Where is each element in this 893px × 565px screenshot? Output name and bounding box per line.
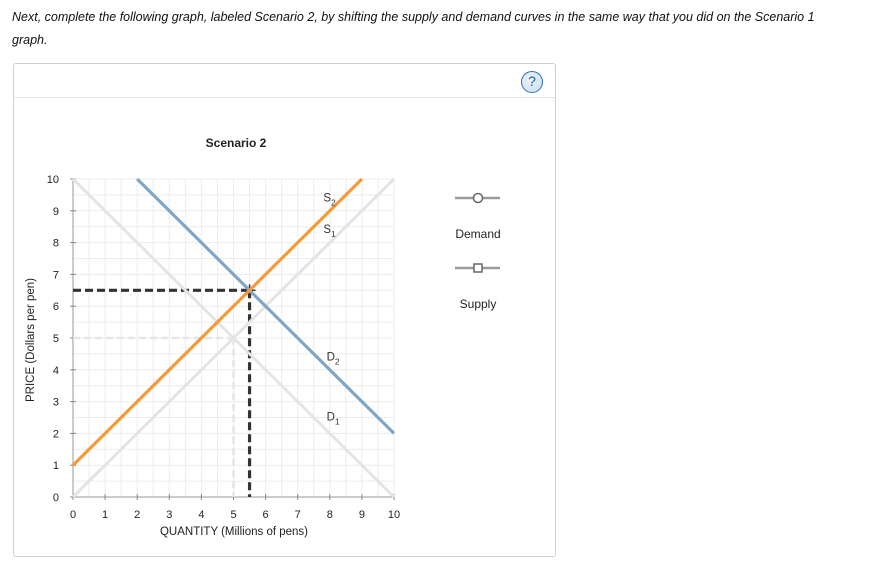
y-tick-label-3: 3 [53,397,59,409]
curve-label-subscript: 2 [331,197,336,207]
x-tick-label-5: 5 [230,509,236,521]
x-tick-label-10: 10 [388,509,400,521]
curve-label-d1: D1 [327,412,340,427]
instruction-line-1: Next, complete the following graph, labe… [12,10,815,24]
panel-header-divider [14,97,555,98]
y-tick-label-10: 10 [47,174,59,186]
curve-label-letter: D [327,351,335,363]
y-tick-label-6: 6 [53,301,59,313]
curve-label-letter: D [327,412,335,424]
curve-label-s2: S2 [323,192,336,207]
help-button[interactable]: ? [521,71,543,93]
curve-label-d2: D2 [327,351,340,366]
instruction-text: Next, complete the following graph, labe… [12,6,890,52]
instruction-line-2: graph. [12,33,48,47]
x-tick-label-6: 6 [263,509,269,521]
x-tick-label-0: 0 [70,509,76,521]
x-tick-label-3: 3 [166,509,172,521]
y-tick-label-5: 5 [53,333,59,345]
y-axis-title: PRICE (Dollars per pen) [25,278,37,402]
curve-d2[interactable] [136,177,396,435]
legend-supply-label: Supply [460,297,497,311]
x-tick-label-1: 1 [102,509,108,521]
legend-demand-label: Demand [455,227,500,241]
curve-s1[interactable] [71,177,396,499]
x-tick-label-7: 7 [295,509,301,521]
y-tick-label-1: 1 [53,460,59,472]
x-tick-label-8: 8 [327,509,333,521]
y-tick-label-2: 2 [53,428,59,440]
legend-demand-circle-marker[interactable] [472,192,484,204]
x-tick-label-4: 4 [198,509,204,521]
legend-item-supply[interactable]: Supply [455,263,500,311]
curve-s2[interactable] [71,177,364,467]
y-tick-label-9: 9 [53,206,59,218]
equilibrium-guides [73,284,256,497]
chart-title: Scenario 2 [206,136,267,150]
curve-label-s1: S1 [323,224,336,239]
curve-label-letter: S [323,224,331,236]
legend: Demand Supply [455,192,501,311]
legend-supply-square-marker[interactable] [473,263,483,273]
x-tick-label-9: 9 [359,509,365,521]
legend-item-demand[interactable]: Demand [455,192,501,242]
x-tick-label-2: 2 [134,509,140,521]
y-tick-label-0: 0 [53,492,59,504]
curve-label-subscript: 1 [335,417,340,427]
graph-panel [13,63,556,557]
y-tick-label-8: 8 [53,238,59,250]
chart-curves[interactable] [71,177,396,499]
y-tick-label-4: 4 [53,365,59,377]
x-axis-title: QUANTITY (Millions of pens) [160,526,308,538]
curve-label-letter: S [323,192,331,204]
curve-label-subscript: 2 [335,356,340,366]
curve-label-subscript: 1 [331,229,336,239]
y-tick-label-7: 7 [53,269,59,281]
